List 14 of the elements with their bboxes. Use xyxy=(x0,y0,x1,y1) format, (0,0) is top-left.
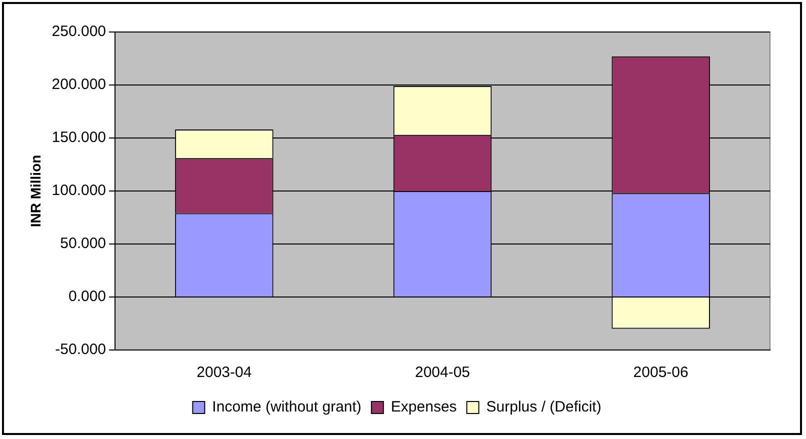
legend-label: Expenses xyxy=(390,398,457,416)
y-tick-label: 50.000 xyxy=(60,235,106,252)
x-tick-label: 2004-05 xyxy=(414,364,470,382)
y-tick-label: 250.000 xyxy=(52,23,106,40)
y-tick-label: 0.000 xyxy=(68,288,106,306)
y-tick-label: 200.000 xyxy=(52,76,106,94)
legend-label: Surplus / (Deficit) xyxy=(486,398,602,416)
legend-label: Income (without grant) xyxy=(212,398,362,416)
x-tick-label: 2005-06 xyxy=(633,364,688,382)
x-tick-label: 2003-04 xyxy=(196,364,252,382)
y-axis-title: INR Million xyxy=(27,154,44,228)
y-tick-label: -50.000 xyxy=(55,341,106,358)
y-tick-label: 150.000 xyxy=(52,129,106,146)
y-tick-label: 100.000 xyxy=(52,182,106,200)
